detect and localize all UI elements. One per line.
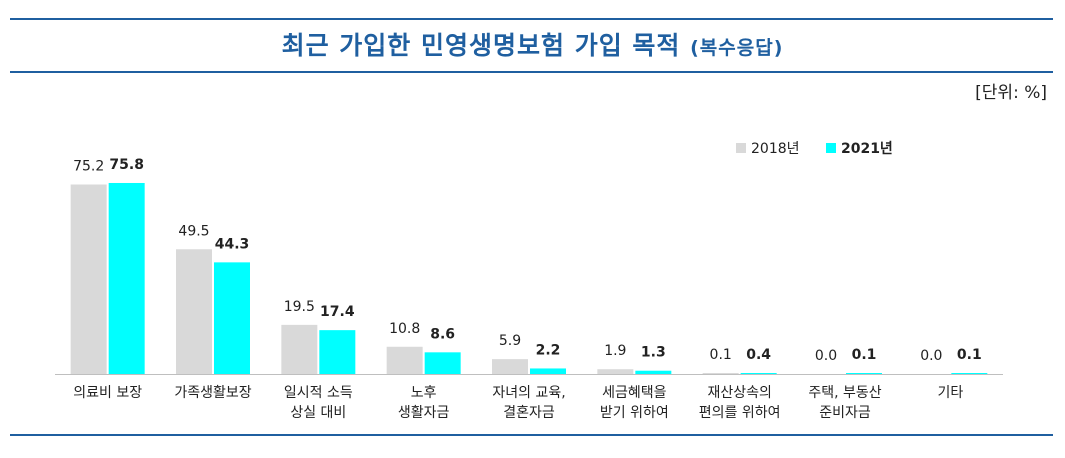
- bar-2021: [635, 370, 672, 374]
- bar-2021: [108, 182, 145, 374]
- data-label-2021: 8.6: [430, 326, 455, 342]
- category-label: 상실 대비: [290, 405, 346, 421]
- legend-label-2018: 2018년: [751, 141, 800, 157]
- chart-title-main: 최근 가입한 민영생명보험 가입 목적: [281, 31, 681, 60]
- chart-title-sub: (복수응답): [690, 37, 784, 59]
- bar-2021: [530, 368, 566, 374]
- category-label: 주택, 부동산: [808, 385, 881, 401]
- legend-item-2021: 2021년: [825, 138, 893, 158]
- bar-2018: [281, 324, 318, 374]
- category-label: 결혼자금: [503, 405, 555, 421]
- bar-2018: [702, 373, 739, 374]
- bar-2021: [214, 262, 250, 374]
- legend-swatch-2021: [825, 143, 836, 153]
- data-label-2021: 44.3: [215, 236, 250, 252]
- bar-2021: [740, 372, 777, 374]
- data-label-2018: 19.5: [284, 299, 315, 315]
- legend-swatch-2018: [736, 143, 746, 153]
- data-label-2018: 0.1: [710, 347, 732, 363]
- data-label-2018: 1.9: [604, 343, 626, 359]
- category-label: 세금혜택을: [602, 385, 667, 401]
- chart-title: 최근 가입한 민영생명보험 가입 목적 (복수응답): [0, 26, 1065, 62]
- category-label: 기타: [937, 385, 963, 401]
- data-label-2021: 17.4: [320, 304, 355, 320]
- category-label: 받기 위하여: [600, 405, 669, 421]
- bar-2018: [492, 359, 528, 374]
- legend: 2018년 2021년: [736, 138, 915, 158]
- bar-2018: [176, 249, 212, 374]
- legend-item-2018: 2018년: [736, 138, 800, 158]
- bar-2018: [597, 369, 634, 374]
- data-label-2018: 75.2: [73, 158, 104, 174]
- bottom-rule: [10, 434, 1053, 436]
- top-rule: [10, 18, 1053, 20]
- data-label-2021: 2.2: [536, 342, 561, 358]
- category-label: 준비자금: [819, 405, 871, 421]
- bar-2018: [386, 346, 423, 374]
- legend-label-2021: 2021년: [840, 141, 893, 157]
- bar-2021: [846, 373, 882, 374]
- bar-2021: [951, 373, 988, 374]
- category-label: 자녀의 교육,: [492, 385, 565, 401]
- data-label-2018: 0.0: [815, 348, 837, 364]
- data-label-2021: 1.3: [641, 345, 666, 361]
- category-label: 의료비 보장: [73, 385, 142, 401]
- unit-label: [단위: %]: [975, 83, 1047, 103]
- data-label-2018: 49.5: [178, 223, 209, 239]
- data-label-2018: 0.0: [920, 348, 942, 364]
- data-label-2021: 0.1: [957, 347, 982, 363]
- data-label-2018: 5.9: [499, 333, 521, 349]
- title-rule: [10, 71, 1053, 73]
- bar-2021: [319, 330, 356, 374]
- category-label: 편의를 위하여: [699, 405, 781, 421]
- category-label: 일시적 소득: [284, 385, 353, 401]
- data-label-2021: 75.8: [109, 157, 144, 173]
- bar-2021: [424, 352, 461, 374]
- data-label-2021: 0.4: [746, 347, 771, 363]
- data-label-2018: 10.8: [389, 321, 420, 337]
- category-label: 노후: [411, 385, 437, 401]
- data-label-2021: 0.1: [852, 347, 877, 363]
- category-label: 생활자금: [398, 405, 450, 421]
- bar-2018: [70, 184, 107, 374]
- category-label: 가족생활보장: [174, 385, 251, 401]
- category-label: 재산상속의: [707, 385, 771, 401]
